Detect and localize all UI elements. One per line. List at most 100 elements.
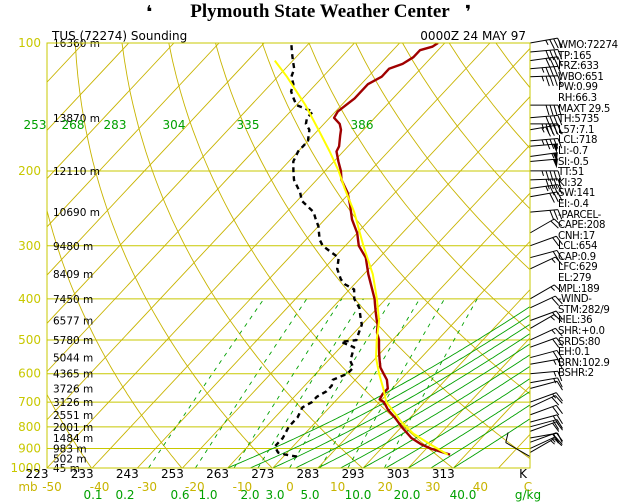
kelvin-tick-label: 273 bbox=[251, 467, 274, 481]
barb-staff bbox=[529, 56, 558, 62]
moist-adiabat-line bbox=[317, 343, 530, 468]
barb-full bbox=[549, 57, 555, 68]
index-entry: MPL:189 bbox=[558, 283, 600, 295]
moist-adiabat-line bbox=[250, 314, 530, 468]
barb-full bbox=[557, 209, 563, 220]
index-entry: SI:-0.5 bbox=[558, 156, 589, 168]
height-label: 1484 m bbox=[53, 433, 93, 445]
barb-full bbox=[551, 396, 560, 406]
barb-half bbox=[551, 438, 556, 443]
wind-barb bbox=[529, 404, 563, 416]
barb-full bbox=[557, 75, 562, 86]
height-label: 12110 m bbox=[53, 166, 100, 178]
barb-pennant bbox=[552, 159, 558, 169]
barb-pennant bbox=[552, 143, 558, 153]
barb-half bbox=[550, 440, 555, 445]
moist-adiabat-line bbox=[227, 306, 530, 468]
index-entry: MAXT 29.5 bbox=[558, 103, 611, 115]
barb-full bbox=[553, 209, 559, 220]
wind-barb bbox=[529, 158, 558, 169]
barb-full bbox=[556, 419, 563, 429]
wind-barb bbox=[529, 56, 563, 69]
barb-full bbox=[545, 58, 551, 69]
kelvin-tick-label: 303 bbox=[387, 467, 410, 481]
barb-half bbox=[545, 39, 549, 46]
barb-staff bbox=[505, 442, 531, 458]
title-bar: ❛ Plymouth State Weather Center ❜ bbox=[0, 0, 640, 26]
barb-staff bbox=[529, 65, 558, 70]
wind-barb bbox=[529, 358, 563, 369]
barb-full bbox=[552, 338, 560, 348]
barb-staff bbox=[529, 37, 558, 44]
barb-full bbox=[549, 75, 554, 87]
barb-half bbox=[553, 378, 557, 384]
barb-full bbox=[557, 184, 563, 195]
dry-adiabat-line bbox=[74, 43, 273, 468]
barb-half bbox=[551, 329, 556, 335]
barb-half bbox=[541, 127, 545, 133]
barb-full bbox=[553, 178, 558, 190]
isotherm-line bbox=[362, 288, 530, 468]
pressure-tick-label: 100 bbox=[18, 36, 41, 50]
temperature-tick-label: -20 bbox=[185, 480, 205, 494]
barb-full bbox=[553, 192, 559, 203]
barb-half bbox=[545, 186, 549, 192]
temperature-unit-label: C bbox=[524, 480, 532, 494]
temperature-tick-label: 30 bbox=[425, 480, 440, 494]
barb-staff bbox=[529, 310, 557, 322]
grid-lines bbox=[47, 43, 530, 468]
right-wing-icon: ❜ bbox=[465, 2, 472, 23]
index-entry: SRDS:80 bbox=[558, 336, 601, 348]
barb-staff bbox=[529, 209, 558, 213]
barb-full bbox=[557, 115, 563, 126]
height-label: 502 m bbox=[53, 454, 87, 466]
pressure-tick-label: 800 bbox=[18, 420, 41, 434]
wind-barb bbox=[529, 432, 563, 443]
barb-full bbox=[557, 191, 563, 202]
wind-barb bbox=[529, 209, 563, 221]
page-title: Plymouth State Weather Center bbox=[190, 1, 450, 22]
moist-adiabat-line bbox=[385, 378, 530, 468]
barb-full bbox=[553, 284, 563, 293]
kelvin-tick-label: 233 bbox=[71, 467, 94, 481]
index-entry: EH:0.1 bbox=[558, 347, 590, 359]
barb-full bbox=[553, 75, 558, 86]
barb-full bbox=[545, 116, 551, 127]
barb-full bbox=[555, 310, 563, 320]
barb-full bbox=[552, 351, 560, 361]
isotherm-line bbox=[47, 43, 310, 324]
wind-barb bbox=[529, 349, 563, 361]
barb-full bbox=[552, 406, 560, 416]
left-wing-icon: ❛ bbox=[146, 2, 153, 23]
mixing-ratio-tick-label: 20.0 bbox=[394, 488, 421, 502]
barb-staff bbox=[529, 436, 556, 450]
chart-grid bbox=[47, 43, 530, 468]
mixing-ratio-unit-label: g/kg bbox=[515, 488, 541, 502]
wind-barb bbox=[529, 436, 563, 450]
barb-staff bbox=[529, 327, 556, 341]
wind-barb bbox=[529, 124, 563, 137]
wind-barbs bbox=[505, 37, 563, 458]
index-entry: PW:0.99 bbox=[558, 82, 598, 94]
barb-full bbox=[557, 170, 562, 182]
barb-full bbox=[553, 314, 563, 323]
barb-staff bbox=[529, 395, 556, 408]
barb-staff bbox=[529, 218, 555, 234]
wind-barb bbox=[529, 380, 563, 391]
barb-half bbox=[551, 258, 556, 263]
dry-adiabat-line bbox=[121, 43, 363, 468]
pressure-tick-label: 1000 bbox=[10, 461, 41, 475]
index-entry: WBO:651 bbox=[558, 71, 604, 83]
barb-full bbox=[557, 66, 563, 77]
temperature-tick-label: -10 bbox=[233, 480, 253, 494]
barb-full bbox=[557, 178, 562, 189]
barb-full bbox=[549, 185, 555, 196]
index-entry: HEL:36 bbox=[558, 315, 593, 327]
stability-indices-panel: WMO:72274 TP:165 FRZ:633 WBO:651 PW:0.99 RH:6… bbox=[558, 40, 640, 380]
barb-half bbox=[553, 359, 557, 365]
height-label: 10690 m bbox=[53, 207, 100, 219]
barb-full bbox=[549, 210, 555, 221]
barb-staff bbox=[529, 438, 555, 454]
barb-full bbox=[555, 256, 563, 266]
barb-full bbox=[549, 66, 555, 77]
